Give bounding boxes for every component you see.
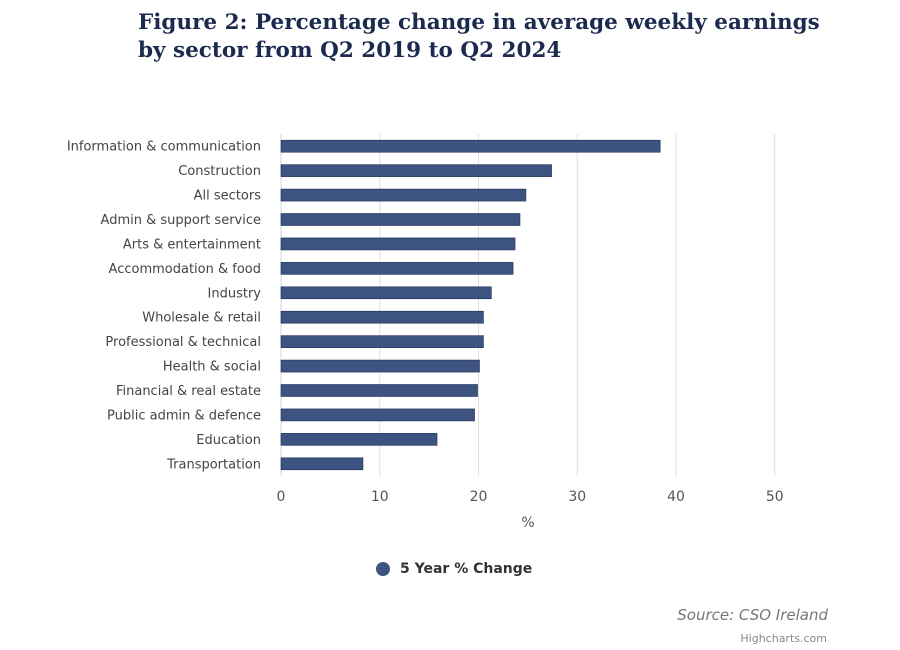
category-label: Construction bbox=[178, 164, 261, 179]
category-label: Professional & technical bbox=[105, 335, 261, 350]
bar[interactable] bbox=[280, 164, 552, 177]
category-label: Health & social bbox=[163, 360, 261, 375]
bar[interactable] bbox=[280, 213, 521, 226]
category-label: Public admin & defence bbox=[107, 408, 261, 423]
bar[interactable] bbox=[280, 139, 661, 153]
legend-label: 5 Year % Change bbox=[400, 561, 533, 577]
category-label: Education bbox=[196, 433, 261, 448]
category-label: Wholesale & retail bbox=[142, 311, 261, 326]
bar[interactable] bbox=[280, 433, 438, 446]
category-label: Transportation bbox=[166, 457, 261, 472]
category-label: Accommodation & food bbox=[109, 262, 261, 277]
category-label: Information & communication bbox=[67, 140, 261, 155]
bar[interactable] bbox=[280, 408, 475, 422]
bars bbox=[280, 139, 661, 471]
source-note: Source: CSO Ireland bbox=[677, 606, 828, 624]
bar[interactable] bbox=[280, 237, 516, 251]
credits-link[interactable]: Highcharts.com bbox=[740, 632, 827, 645]
x-tick-label: 10 bbox=[371, 489, 389, 505]
category-labels: Information & communication Construction A… bbox=[67, 140, 261, 473]
x-tick-label: 40 bbox=[667, 489, 685, 505]
x-tick-labels: 0 10 20 30 40 50 bbox=[277, 489, 784, 505]
category-label: Financial & real estate bbox=[116, 384, 261, 399]
bar[interactable] bbox=[280, 262, 514, 275]
category-label: All sectors bbox=[194, 189, 262, 204]
bar[interactable] bbox=[280, 286, 492, 300]
chart-title: Figure 2: Percentage change in average w… bbox=[138, 10, 820, 63]
bar[interactable] bbox=[280, 335, 484, 348]
bar[interactable] bbox=[280, 457, 364, 471]
x-tick-label: 30 bbox=[568, 489, 586, 505]
category-label: Arts & entertainment bbox=[123, 237, 261, 252]
bar[interactable] bbox=[280, 310, 484, 324]
bar[interactable] bbox=[280, 188, 527, 202]
gridlines bbox=[280, 134, 776, 476]
category-label: Industry bbox=[208, 286, 262, 301]
bar[interactable] bbox=[280, 359, 480, 373]
legend-marker-icon bbox=[376, 562, 390, 576]
category-label: Admin & support service bbox=[101, 213, 261, 228]
x-axis-title: % bbox=[521, 515, 534, 531]
x-tick-label: 20 bbox=[470, 489, 488, 505]
x-tick-label: 0 bbox=[277, 489, 286, 505]
legend[interactable]: 5 Year % Change bbox=[376, 561, 532, 577]
x-tick-label: 50 bbox=[766, 489, 784, 505]
bar[interactable] bbox=[280, 384, 478, 397]
